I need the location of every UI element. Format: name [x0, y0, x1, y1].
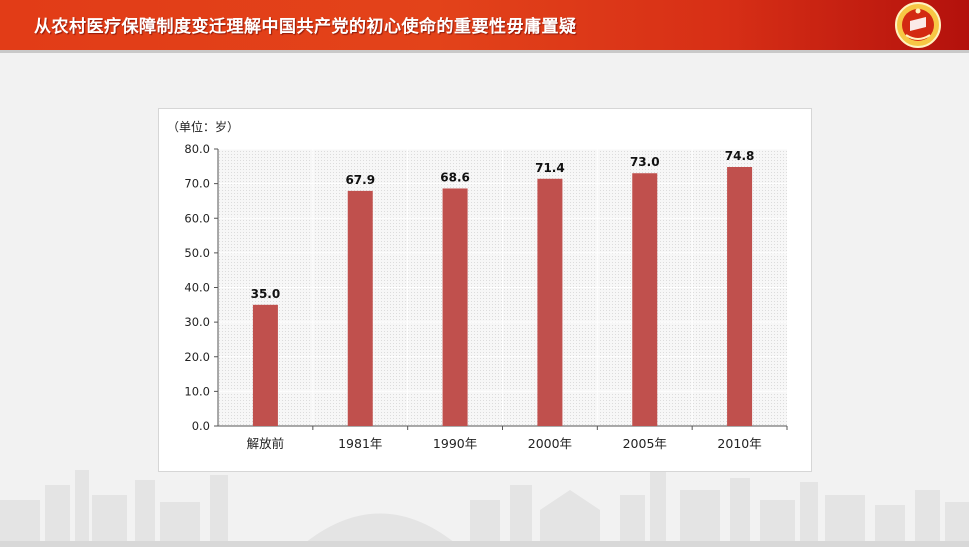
y-tick-label: 60.0: [184, 211, 210, 225]
y-tick-label: 20.0: [184, 350, 210, 364]
y-tick-label: 40.0: [184, 281, 210, 295]
y-tick-label: 70.0: [184, 177, 210, 191]
data-label: 68.6: [440, 170, 470, 184]
data-label: 35.0: [251, 287, 281, 301]
y-tick-label: 10.0: [184, 384, 210, 398]
header-banner: 从农村医疗保障制度变迁理解中国共产党的初心使命的重要性毋庸置疑: [0, 0, 969, 50]
data-label: 73.0: [630, 155, 660, 169]
x-tick-label: 1990年: [433, 436, 477, 451]
y-tick-label: 80.0: [184, 142, 210, 156]
x-tick-label: 解放前: [247, 436, 285, 451]
unit-label: （单位：岁）: [167, 120, 240, 134]
chart-panel: （单位：岁） 0.0 10.0 20.0 30.0 40.0 50.0 60.0 70.0 80…: [158, 108, 812, 472]
footer-divider: [0, 541, 969, 547]
y-tick-label: 50.0: [184, 246, 210, 260]
bar: [252, 304, 278, 426]
bar: [347, 190, 373, 426]
bar: [632, 173, 658, 426]
bar: [537, 178, 563, 426]
city-skyline-illustration: [0, 470, 969, 547]
x-tick-label: 2005年: [623, 436, 667, 451]
data-label: 71.4: [535, 161, 565, 175]
life-expectancy-bar-chart: 0.0 10.0 20.0 30.0 40.0 50.0 60.0 70.0 80.0 35.0 解…: [184, 142, 788, 451]
youth-league-emblem-icon: [895, 2, 941, 48]
x-tick-label: 2000年: [528, 436, 572, 451]
data-label: 67.9: [345, 173, 375, 187]
header-divider: [0, 50, 969, 53]
bar: [442, 188, 468, 426]
x-tick-label: 2010年: [717, 436, 761, 451]
page-title: 从农村医疗保障制度变迁理解中国共产党的初心使命的重要性毋庸置疑: [34, 17, 577, 37]
y-tick-label: 0.0: [192, 419, 210, 433]
data-label: 74.8: [725, 149, 755, 163]
x-tick-label: 1981年: [338, 436, 382, 451]
bar: [727, 167, 753, 426]
y-tick-label: 30.0: [184, 315, 210, 329]
